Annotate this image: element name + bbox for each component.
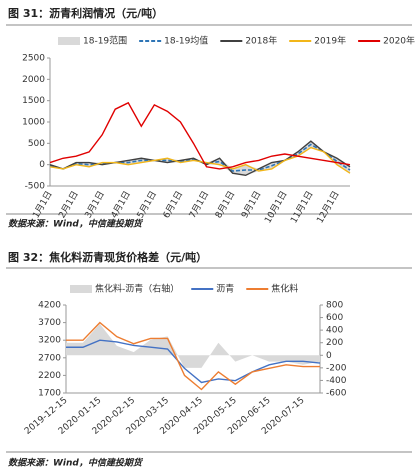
y-tick-label: 1500 — [22, 96, 45, 106]
x-tick-label: 2月1日 — [57, 189, 81, 220]
y2-tick-label: -600 — [326, 389, 347, 399]
y-tick-label: 3200 — [38, 336, 61, 346]
x-tick-label: 4月1日 — [109, 189, 133, 220]
figure-caption: 图 32：焦化料沥青现货价格差（元/吨） — [8, 250, 207, 264]
legend-label: 焦化料 — [271, 283, 298, 295]
y-tick-label: 1700 — [38, 389, 61, 399]
y-tick-label: -500 — [25, 182, 46, 192]
y-tick-label: 500 — [28, 139, 45, 149]
area — [66, 323, 320, 368]
series-line — [49, 146, 351, 174]
y2-tick-label: -400 — [326, 376, 347, 386]
legend-label: 18-19均值 — [164, 35, 208, 47]
legend-label: 2018年 — [245, 35, 277, 47]
source-note: 数据来源：Wind，中信建投期货 — [8, 458, 144, 469]
source-note: 数据来源：Wind，中信建投期货 — [8, 219, 144, 230]
y2-tick-label: 200 — [326, 338, 343, 348]
y-tick-label: 2200 — [38, 371, 61, 381]
x-tick-label: 7月1日 — [187, 189, 211, 220]
y-tick-label: 2500 — [22, 54, 45, 64]
y-tick-label: 1000 — [22, 118, 45, 128]
x-tick-label: 10月1日 — [262, 189, 289, 225]
x-tick-label: 11月1日 — [289, 189, 316, 225]
figure-caption: 图 31：沥青利润情况（元/吨） — [8, 6, 163, 20]
x-tick-label: 12月1日 — [315, 189, 342, 225]
legend-label: 2019年 — [314, 35, 346, 47]
x-tick-label: 5月1日 — [135, 189, 159, 220]
y-tick-label: 4200 — [38, 301, 61, 311]
x-tick-label: 6月1日 — [161, 189, 185, 220]
x-tick-label: 3月1日 — [83, 189, 107, 220]
y2-tick-label: 600 — [326, 313, 343, 323]
y2-tick-label: 400 — [326, 326, 343, 336]
legend-label: 焦化料-沥青（右轴） — [95, 283, 179, 295]
x-tick-label: 8月1日 — [213, 189, 237, 220]
legend-label: 2020年 — [383, 35, 415, 47]
y2-tick-label: 800 — [326, 301, 343, 311]
series-line — [49, 101, 351, 170]
series-line — [66, 321, 320, 391]
series-line — [49, 140, 351, 177]
legend-swatch — [70, 285, 92, 293]
y2-tick-label: 0 — [326, 351, 332, 361]
x-tick-label: 9月1日 — [239, 189, 263, 220]
legend-swatch — [58, 37, 80, 45]
y-tick-label: 2000 — [22, 75, 45, 85]
series-line — [66, 339, 321, 384]
x-tick-label: 1月1日 — [31, 189, 55, 220]
legend-label: 18-19范围 — [83, 35, 127, 47]
y-tick-label: 2700 — [38, 353, 61, 363]
y2-tick-label: -200 — [326, 363, 347, 373]
y-tick-label: 0 — [39, 160, 45, 170]
y-tick-label: 3700 — [38, 318, 61, 328]
legend-label: 沥青 — [216, 283, 234, 295]
